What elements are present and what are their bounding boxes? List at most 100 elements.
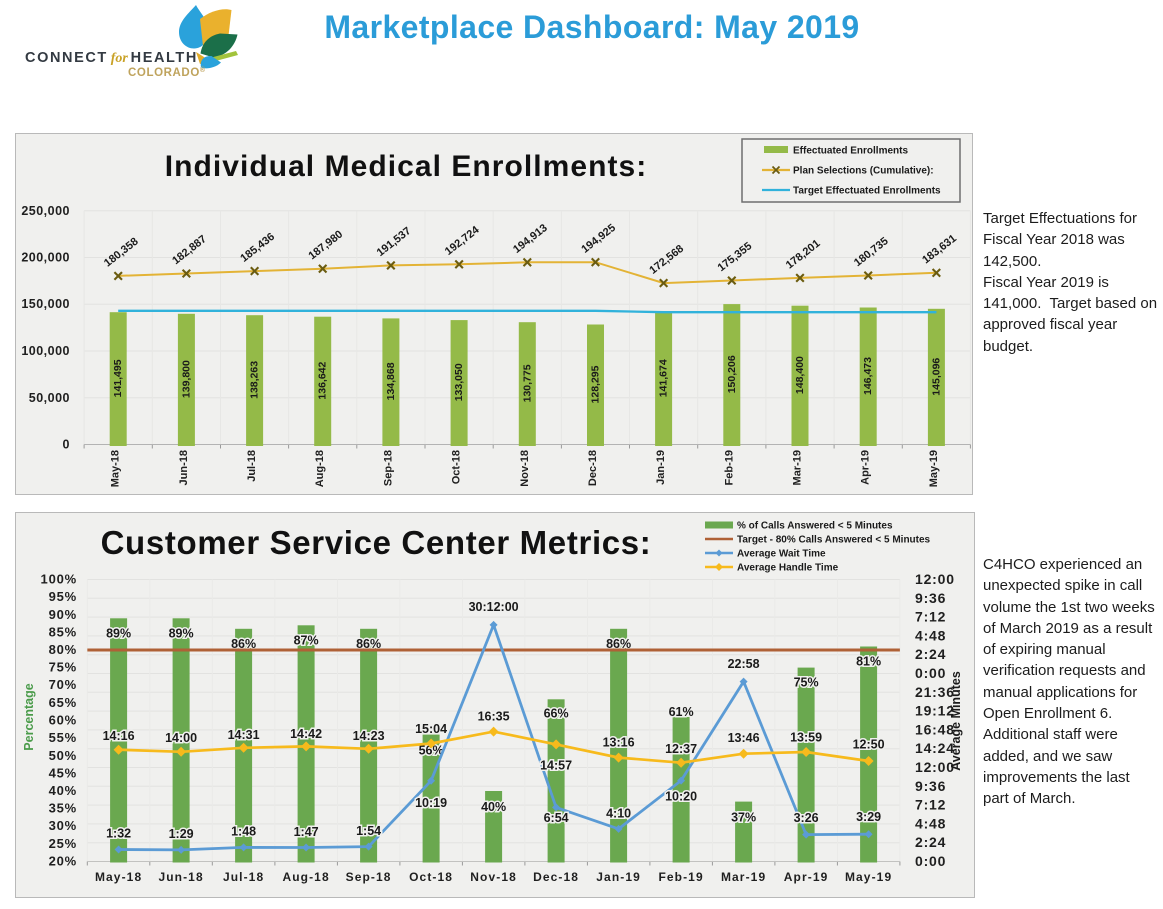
svg-text:Target - 80% Calls Answered <: Target - 80% Calls Answered < 5 Minutes (737, 535, 931, 546)
svg-text:194,913: 194,913 (511, 222, 550, 256)
svg-text:16:48: 16:48 (915, 721, 955, 737)
svg-text:Dec-18: Dec-18 (587, 450, 599, 486)
svg-text:89%: 89% (169, 626, 194, 640)
svg-text:Aug-18: Aug-18 (282, 870, 329, 884)
svg-text:60%: 60% (49, 713, 77, 728)
svg-text:81%: 81% (856, 655, 881, 669)
svg-text:12:00: 12:00 (915, 571, 955, 587)
svg-text:80%: 80% (49, 642, 77, 657)
svg-text:Aug-18: Aug-18 (314, 450, 326, 487)
svg-text:Nov-18: Nov-18 (519, 450, 531, 487)
svg-text:146,473: 146,473 (862, 357, 874, 395)
svg-text:10:19: 10:19 (415, 796, 447, 810)
svg-text:1:29: 1:29 (169, 827, 194, 841)
svg-text:9:36: 9:36 (915, 590, 946, 606)
svg-text:7:12: 7:12 (915, 609, 946, 625)
svg-text:Feb-19: Feb-19 (658, 870, 703, 884)
svg-text:100,000: 100,000 (21, 344, 70, 358)
svg-text:9:36: 9:36 (915, 778, 946, 794)
svg-text:45%: 45% (49, 765, 77, 780)
svg-text:Mar-19: Mar-19 (792, 450, 804, 485)
svg-text:% of Calls Answered < 5 Minute: % of Calls Answered < 5 Minutes (737, 521, 893, 532)
svg-text:35%: 35% (49, 801, 77, 816)
svg-text:Feb-19: Feb-19 (723, 450, 735, 485)
svg-text:1:32: 1:32 (106, 827, 131, 841)
svg-text:Average Handle Time: Average Handle Time (737, 563, 839, 574)
svg-text:Apr-19: Apr-19 (784, 870, 829, 884)
svg-text:192,724: 192,724 (443, 223, 482, 257)
svg-text:2:24: 2:24 (915, 834, 946, 850)
svg-text:13:59: 13:59 (790, 731, 822, 745)
svg-text:Sep-18: Sep-18 (382, 450, 394, 486)
svg-text:16:35: 16:35 (478, 710, 510, 724)
svg-text:3:29: 3:29 (856, 810, 881, 824)
svg-text:145,096: 145,096 (930, 358, 942, 396)
svg-text:Average Minutes: Average Minutes (949, 671, 963, 771)
svg-text:Oct-18: Oct-18 (409, 870, 453, 884)
svg-text:134,868: 134,868 (385, 362, 397, 400)
svg-text:25%: 25% (49, 836, 77, 851)
svg-text:14:57: 14:57 (540, 758, 572, 772)
svg-text:Plan Selections (Cumulative):: Plan Selections (Cumulative): (793, 166, 934, 177)
svg-text:12:37: 12:37 (665, 742, 697, 756)
svg-text:141,674: 141,674 (658, 359, 670, 397)
svg-text:3:26: 3:26 (794, 811, 819, 825)
svg-text:65%: 65% (49, 695, 77, 710)
svg-text:183,631: 183,631 (920, 232, 959, 266)
svg-text:194,925: 194,925 (579, 222, 618, 256)
svg-text:4:48: 4:48 (915, 627, 946, 643)
svg-text:Apr-19: Apr-19 (860, 450, 872, 485)
svg-text:150,000: 150,000 (21, 297, 70, 311)
svg-text:86%: 86% (356, 637, 381, 651)
svg-text:19:12: 19:12 (915, 703, 955, 719)
svg-text:2:24: 2:24 (915, 646, 946, 662)
svg-text:14:42: 14:42 (290, 727, 322, 741)
svg-text:12:00: 12:00 (915, 759, 955, 775)
svg-text:182,887: 182,887 (170, 233, 209, 267)
svg-text:150,206: 150,206 (726, 355, 738, 393)
svg-text:180,358: 180,358 (102, 236, 141, 270)
svg-text:4:10: 4:10 (606, 806, 631, 820)
svg-text:178,201: 178,201 (784, 238, 823, 272)
svg-text:133,050: 133,050 (453, 363, 465, 401)
svg-text:20%: 20% (49, 854, 77, 869)
svg-text:185,436: 185,436 (238, 231, 277, 265)
svg-text:13:46: 13:46 (728, 731, 760, 745)
svg-text:Jan-19: Jan-19 (655, 450, 667, 485)
svg-text:89%: 89% (106, 626, 131, 640)
svg-text:10:20: 10:20 (665, 790, 697, 804)
svg-text:14:16: 14:16 (103, 729, 135, 743)
svg-text:12:50: 12:50 (853, 738, 885, 752)
svg-text:50%: 50% (49, 748, 77, 763)
svg-text:138,263: 138,263 (249, 361, 261, 399)
svg-text:75%: 75% (794, 676, 819, 690)
svg-text:May-19: May-19 (845, 870, 892, 884)
svg-text:Dec-18: Dec-18 (533, 870, 579, 884)
svg-text:1:54: 1:54 (356, 824, 381, 838)
svg-text:14:00: 14:00 (165, 731, 197, 745)
svg-text:40%: 40% (49, 783, 77, 798)
svg-text:Jul-18: Jul-18 (246, 450, 258, 482)
svg-text:0:00: 0:00 (915, 853, 946, 869)
svg-text:61%: 61% (669, 705, 694, 719)
svg-text:Nov-18: Nov-18 (470, 870, 517, 884)
svg-text:21:36: 21:36 (915, 684, 955, 700)
svg-text:15:04: 15:04 (415, 722, 447, 736)
svg-text:1:47: 1:47 (294, 825, 319, 839)
svg-text:0:00: 0:00 (915, 665, 946, 681)
svg-text:Jul-18: Jul-18 (223, 870, 264, 884)
svg-text:Percentage: Percentage (22, 683, 36, 750)
svg-text:37%: 37% (731, 811, 756, 825)
svg-text:172,568: 172,568 (647, 243, 686, 277)
svg-text:40%: 40% (481, 800, 506, 814)
svg-text:Jun-18: Jun-18 (158, 870, 203, 884)
svg-text:Jan-19: Jan-19 (596, 870, 641, 884)
svg-text:14:24: 14:24 (915, 740, 955, 756)
svg-text:85%: 85% (49, 624, 77, 639)
svg-text:141,495: 141,495 (112, 359, 124, 397)
svg-text:4:48: 4:48 (915, 815, 946, 831)
svg-text:14:23: 14:23 (353, 729, 385, 743)
svg-text:Oct-18: Oct-18 (451, 450, 463, 484)
svg-text:30%: 30% (49, 818, 77, 833)
svg-text:75%: 75% (49, 660, 77, 675)
